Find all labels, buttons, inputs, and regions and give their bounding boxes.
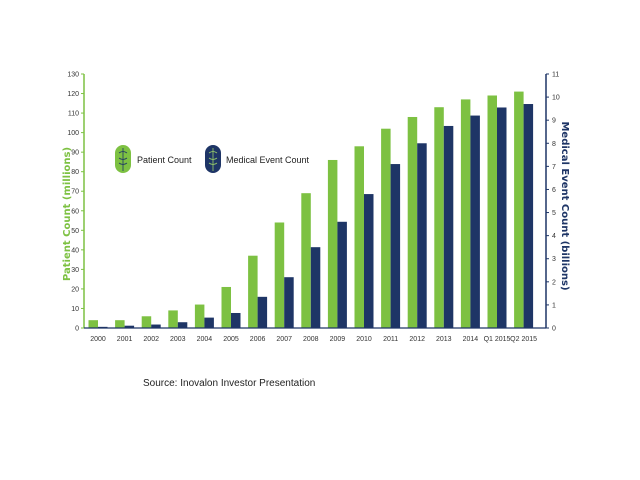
legend-medical-event-count: Medical Event Count	[205, 145, 310, 173]
legend-label-medical-event-count: Medical Event Count	[226, 155, 310, 165]
left-axis-ticks: 0 10 20 30 40 50 60 70 80 90 100 110 120 130	[67, 72, 84, 333]
x-tick-label: 2002	[143, 336, 159, 343]
left-tick-label: 10	[71, 306, 79, 313]
bar-medical-event-count-2005	[231, 312, 241, 328]
left-tick-label: 20	[71, 286, 79, 293]
bar-medical-event-count-2007	[284, 277, 294, 328]
bar-patient-count-2005	[221, 286, 231, 328]
right-tick-label: 2	[552, 279, 556, 286]
bar-medical-event-count-2001	[124, 325, 135, 328]
bar-medical-event-count-2013	[443, 125, 454, 328]
bar-medical-event-count-2012	[417, 143, 427, 328]
right-tick-label: 4	[552, 233, 556, 240]
x-tick-label: 2007	[276, 336, 292, 343]
bar-patient-count-q2-2015	[514, 91, 524, 328]
bar-medical-event-count-2010	[364, 194, 374, 328]
bar-patient-count-2009	[327, 159, 338, 328]
legend: Patient Count Medical Event Count	[115, 145, 310, 173]
source-caption: Source: Inovalon Investor Presentation	[143, 378, 316, 389]
bar-medical-event-count-2003	[177, 322, 188, 328]
bar-patient-count-2007	[274, 222, 285, 328]
x-tick-label: 2008	[303, 336, 319, 343]
caduceus-icon	[118, 148, 128, 171]
right-tick-label: 8	[552, 141, 556, 148]
x-tick-label: 2003	[170, 336, 186, 343]
left-tick-label: 130	[67, 72, 79, 79]
left-axis-title: Patient Count (millions)	[62, 147, 73, 281]
left-tick-label: 80	[71, 169, 79, 176]
x-tick-label: 2012	[409, 336, 425, 343]
bar-medical-event-count-2009	[337, 221, 347, 328]
left-tick-label: 100	[67, 130, 79, 137]
bar-patient-count-2008	[301, 193, 311, 328]
bar-patient-count-2004	[194, 304, 205, 328]
bar-patient-count-2010	[354, 146, 364, 328]
x-tick-label: 2011	[383, 336, 398, 343]
bar-medical-event-count-q2-2015	[523, 104, 534, 328]
left-tick-label: 110	[68, 111, 79, 118]
bar-patient-count-2001	[115, 320, 125, 328]
x-tick-label: 2013	[436, 336, 452, 343]
right-tick-label: 7	[552, 164, 556, 171]
left-tick-label: 40	[71, 247, 79, 254]
bar-patient-count-2006	[248, 255, 258, 328]
x-tick-label: 2001	[117, 336, 133, 343]
bar-medical-event-count-2004	[204, 317, 214, 328]
left-tick-label: 120	[67, 91, 79, 98]
right-tick-label: 10	[552, 95, 560, 102]
bar-medical-event-count-2014	[470, 115, 480, 329]
bar-patient-count-2013	[434, 107, 444, 328]
right-tick-label: 0	[552, 326, 556, 333]
right-tick-label: 11	[552, 72, 559, 79]
x-tick-label: 2010	[356, 336, 372, 343]
left-tick-label: 50	[71, 228, 79, 235]
bar-patient-count-q1-2015	[487, 95, 497, 328]
caduceus-icon	[208, 148, 218, 171]
bar-medical-event-count-2002	[151, 324, 161, 328]
right-tick-label: 1	[552, 302, 556, 309]
bar-patient-count-2011	[381, 128, 391, 328]
bar-medical-event-count-q1-2015	[497, 107, 507, 329]
legend-patient-count: Patient Count	[115, 145, 192, 173]
bars	[88, 91, 534, 329]
bar-patient-count-2002	[141, 316, 152, 328]
bar-patient-count-2012	[407, 116, 418, 328]
left-tick-label: 30	[71, 267, 79, 274]
x-tick-label: 2000	[90, 336, 106, 343]
legend-label-patient-count: Patient Count	[137, 155, 192, 165]
bar-patient-count-2000	[88, 320, 98, 328]
right-axis-title: Medical Event Count (billions)	[559, 121, 570, 290]
x-tick-label: 2009	[330, 336, 346, 343]
x-tick-label: Q1 2015	[484, 336, 511, 343]
right-tick-label: 3	[552, 256, 556, 263]
x-tick-label: 2005	[223, 336, 239, 343]
right-tick-label: 6	[552, 187, 556, 194]
left-tick-label: 60	[71, 208, 79, 215]
left-tick-label: 90	[71, 150, 79, 157]
x-tick-label: 2014	[463, 336, 479, 343]
bar-patient-count-2014	[460, 99, 471, 329]
bar-medical-event-count-2008	[310, 247, 321, 328]
bar-medical-event-count-2011	[390, 164, 401, 328]
left-tick-label: 0	[75, 326, 79, 333]
right-tick-label: 9	[552, 118, 556, 125]
x-tick-label: 2006	[250, 336, 266, 343]
right-axis-ticks: 0 1 2 3 4 5 6 7 8 9 10 11	[546, 72, 560, 333]
x-tick-label: 2004	[197, 336, 213, 343]
right-tick-label: 5	[552, 210, 556, 217]
bar-patient-count-2003	[168, 310, 178, 328]
x-tick-label: Q2 2015	[510, 336, 537, 343]
bar-medical-event-count-2006	[257, 296, 268, 328]
left-tick-label: 70	[71, 189, 79, 196]
x-axis-ticks: 2000 2001 2002 2003 2004 2005 2006 2007 2008 2009…	[90, 336, 537, 343]
